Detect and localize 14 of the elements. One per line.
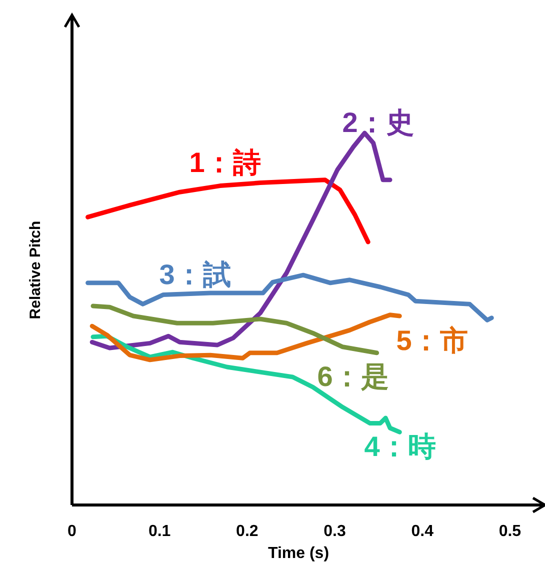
- x-tick-label: 0.3: [324, 523, 346, 540]
- series-label: 4：時: [364, 431, 436, 462]
- x-axis-title: Time (s): [268, 545, 330, 562]
- x-tick-label: 0.4: [411, 523, 434, 540]
- x-tick-label: 0: [68, 523, 77, 540]
- series-label: 2：史: [342, 107, 414, 138]
- x-tick-label: 0.5: [498, 523, 522, 540]
- series-label: 5：市: [396, 325, 468, 356]
- x-tick-label: 0.2: [236, 523, 258, 540]
- series-label: 1：詩: [189, 147, 261, 178]
- series-label: 6：是: [317, 361, 389, 392]
- series-label: 3：試: [159, 259, 231, 290]
- y-axis-title: Relative Pitch: [27, 220, 44, 320]
- x-tick-label: 0.1: [148, 523, 171, 540]
